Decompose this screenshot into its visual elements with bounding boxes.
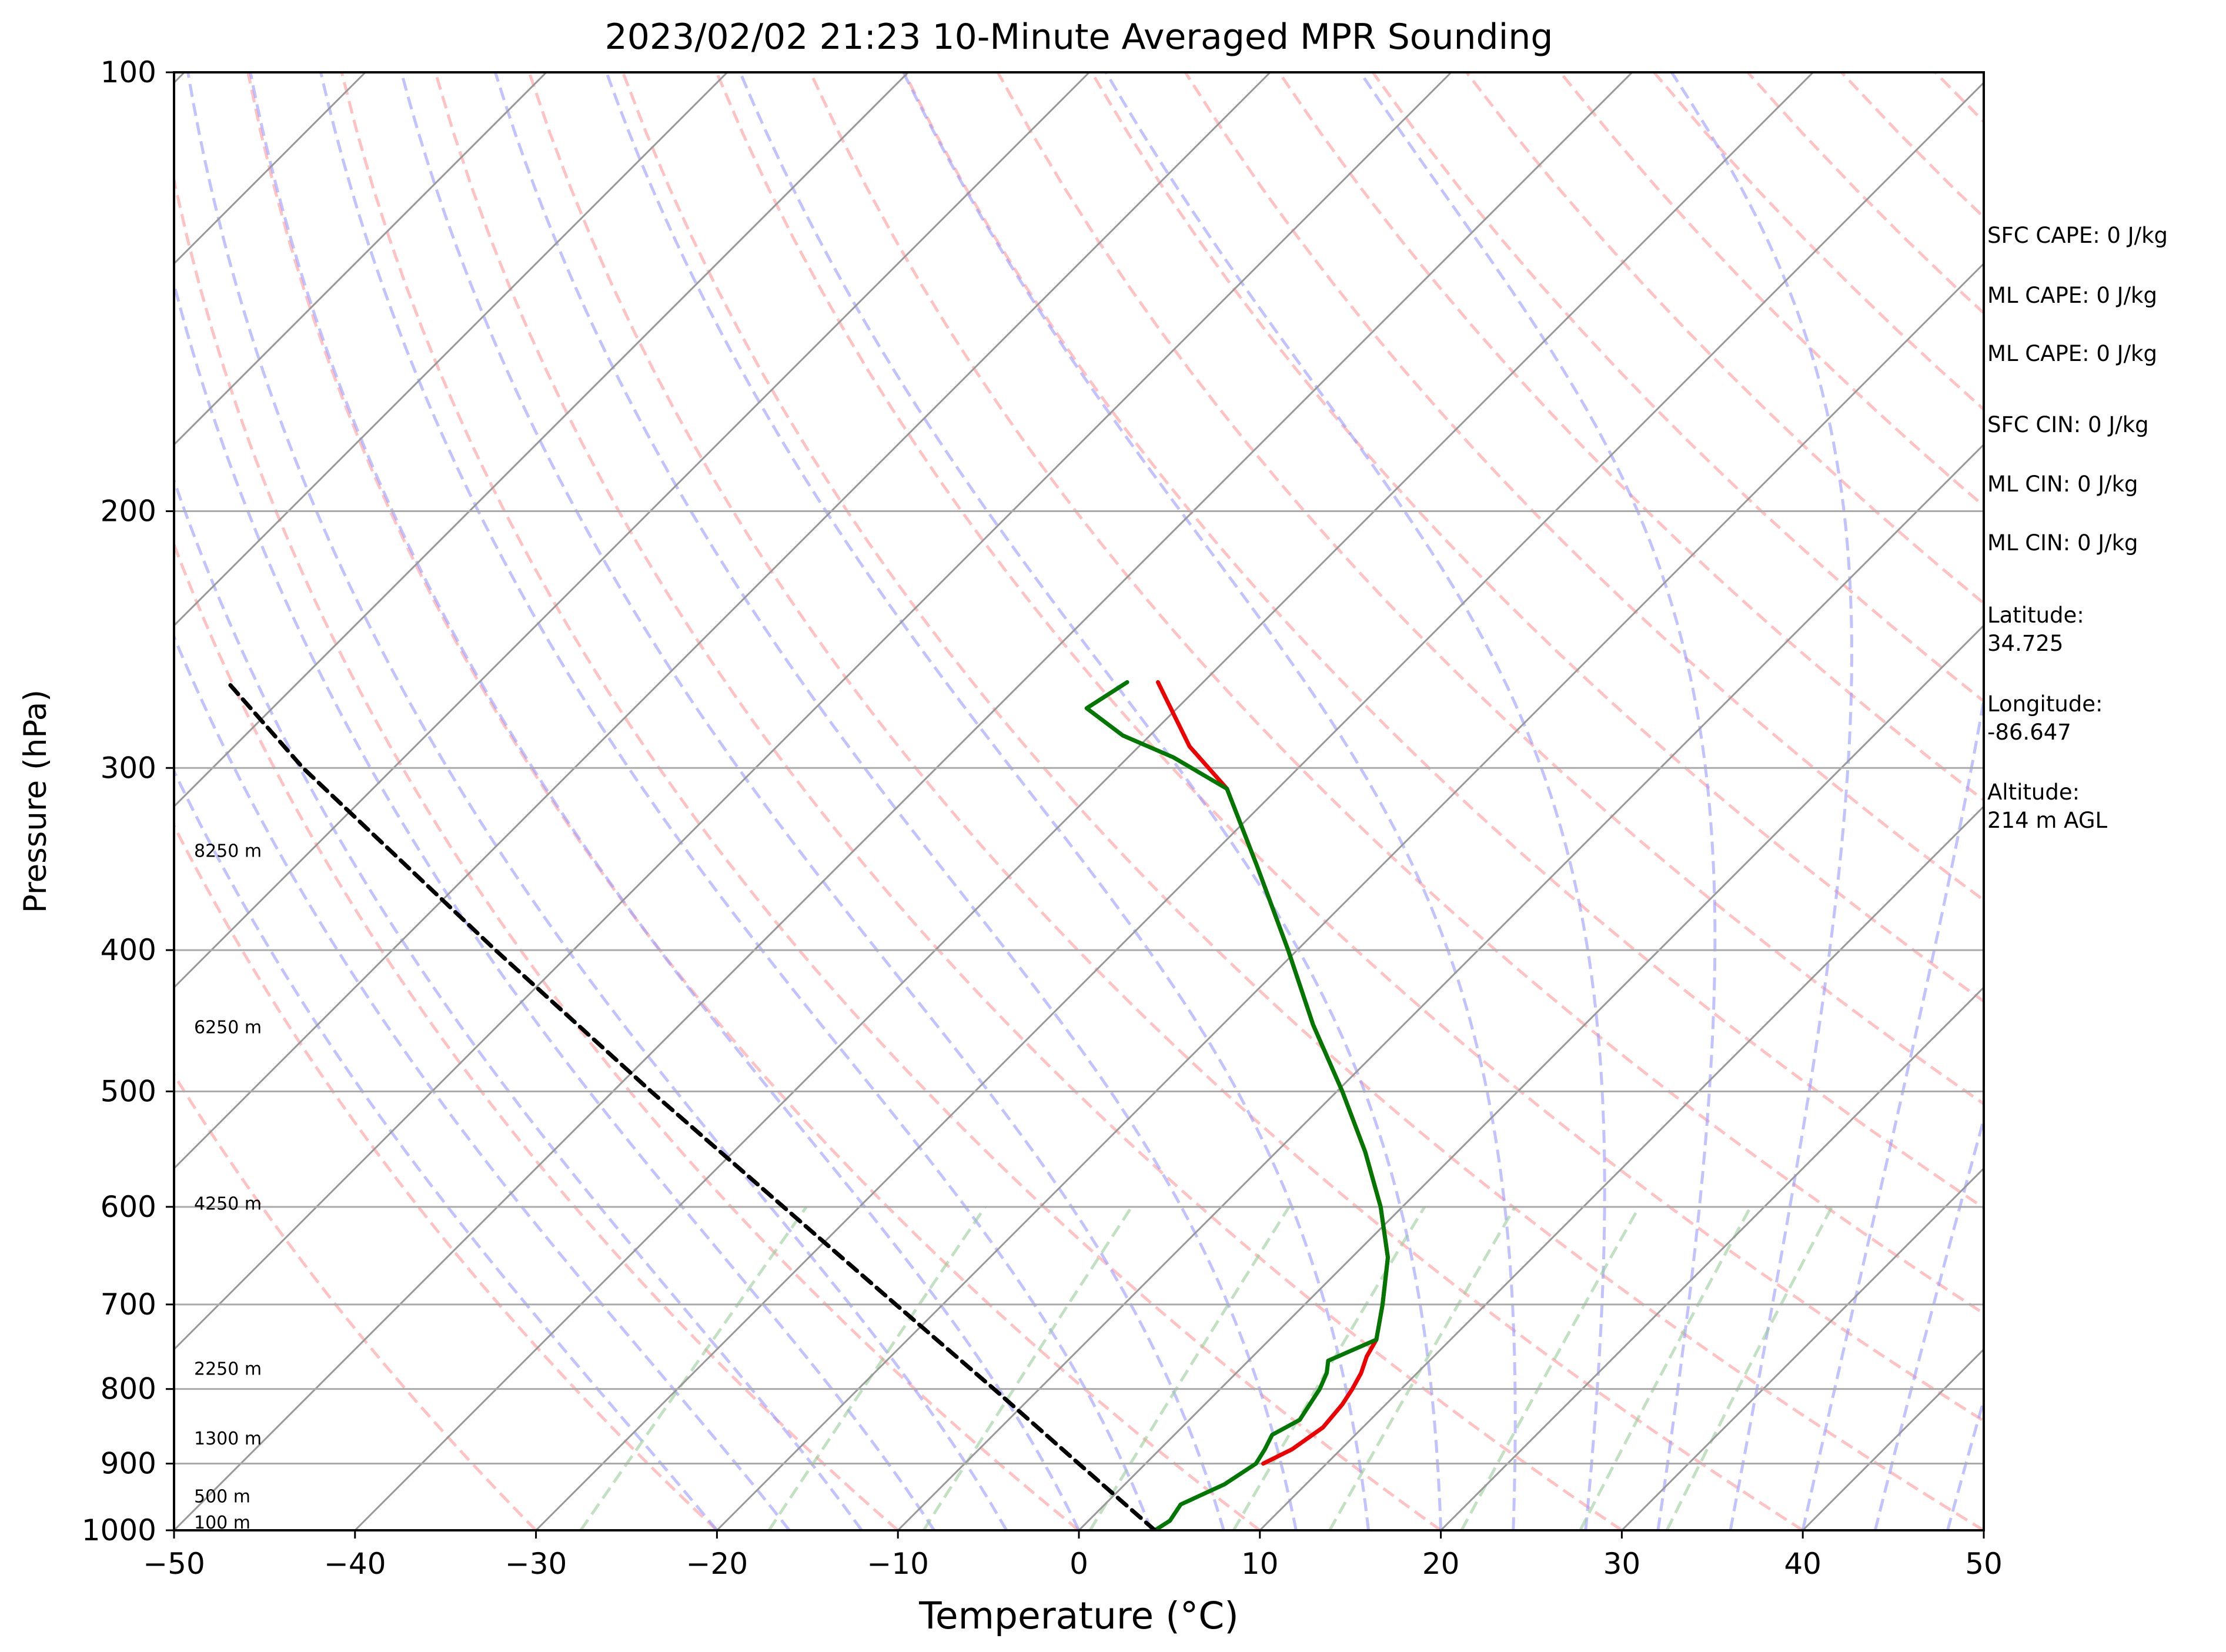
- y-axis-label: Pressure (hPa): [18, 690, 54, 913]
- dry-adiabat-line: [174, 822, 718, 1530]
- x-tick-label: 0: [1069, 1547, 1088, 1581]
- x-tick-label: 20: [1422, 1547, 1460, 1581]
- y-tick-label: 600: [101, 1190, 156, 1224]
- x-tick-label: −10: [867, 1547, 929, 1581]
- dewpoint-profile-line: [1084, 680, 1390, 1530]
- moist-adiabat-line: [494, 72, 1298, 1530]
- isotherm-line: [174, 72, 909, 808]
- moist-adiabat-line: [1946, 1394, 1984, 1530]
- mixing-ratio-line: [579, 1206, 808, 1530]
- y-tick-label: 1000: [82, 1513, 156, 1547]
- isotherm-line: [897, 443, 1984, 1530]
- x-tick-label: −40: [324, 1547, 386, 1581]
- sfc-cape-text: SFC CAPE: 0 J/kg: [1987, 223, 2168, 248]
- latitude-text: Latitude: 34.725: [1987, 603, 2084, 656]
- x-tick-label: −20: [686, 1547, 748, 1581]
- height-label: 4250 m: [194, 1193, 262, 1214]
- y-axis: 100 200 300 400 500 600 700 800 900 1000: [82, 55, 174, 1547]
- isotherm-line: [174, 72, 547, 446]
- y-tick-label: 800: [101, 1372, 156, 1406]
- y-tick-label: 100: [101, 55, 156, 89]
- moist-adiabat-line: [1104, 72, 1606, 1530]
- height-label: 2250 m: [194, 1359, 262, 1379]
- y-tick-label: 900: [101, 1447, 156, 1481]
- dry-adiabat-line: [1090, 72, 1984, 1004]
- sounding-profiles: [225, 680, 1390, 1530]
- height-label: 500 m: [194, 1486, 250, 1507]
- moist-adiabat-line: [1801, 691, 1984, 1530]
- dry-adiabat-line: [1278, 72, 1984, 802]
- moist-adiabat-line: [174, 768, 718, 1530]
- altitude-text: Altitude: 214 m AGL: [1987, 780, 2108, 833]
- chart-title: 2023/02/02 21:23 10-Minute Averaged MPR …: [605, 16, 1553, 58]
- ml-cape-text: ML CAPE: 0 J/kg: [1987, 283, 2157, 308]
- x-tick-label: 10: [1241, 1547, 1279, 1581]
- dry-adiabat-line: [903, 72, 1984, 1210]
- dry-adiabat-line: [174, 540, 899, 1530]
- height-label: 8250 m: [194, 841, 262, 861]
- height-label: 1300 m: [194, 1429, 262, 1449]
- y-tick-label: 700: [101, 1288, 156, 1322]
- sfc-cin-text: SFC CIN: 0 J/kg: [1987, 412, 2149, 437]
- ml-cin-text-2: ML CIN: 0 J/kg: [1987, 530, 2138, 556]
- dry-adiabat-line: [174, 172, 1080, 1530]
- isotherm-line: [1259, 805, 1984, 1530]
- isotherm-line: [1621, 1167, 1984, 1530]
- y-tick-label: 200: [101, 494, 156, 529]
- isotherm-line: [716, 262, 1984, 1530]
- dry-adiabat-line: [434, 72, 1623, 1530]
- isotherm-line: [535, 81, 1984, 1530]
- moist-adiabat-line: [1670, 72, 1854, 1530]
- height-label: 6250 m: [194, 1018, 262, 1038]
- dry-adiabat-line: [340, 72, 1442, 1530]
- isotherm-line: [1440, 986, 1984, 1530]
- x-tick-label: 50: [1965, 1547, 2003, 1581]
- moist-adiabat-line: [249, 72, 1081, 1530]
- isotherm-line: [174, 72, 1271, 1170]
- moist-adiabat-line: [400, 72, 1225, 1530]
- moist-adiabat-line: [1359, 72, 1717, 1530]
- ml-cin-text: ML CIN: 0 J/kg: [1987, 471, 2138, 497]
- ml-cape-text-2: ML CAPE: 0 J/kg: [1987, 341, 2157, 366]
- dry-adiabat-line: [621, 72, 1984, 1530]
- isotherm-line: [174, 72, 1452, 1351]
- x-tick-label: −30: [505, 1547, 567, 1581]
- x-axis-label: Temperature (°C): [918, 1594, 1239, 1637]
- x-tick-label: −50: [143, 1547, 205, 1581]
- dry-adiabat-line: [174, 1072, 537, 1530]
- x-tick-label: 40: [1784, 1547, 1821, 1581]
- dry-adiabat-line: [527, 72, 1804, 1530]
- isotherm-line: [354, 72, 1814, 1530]
- isotherm-line: [174, 72, 1090, 989]
- dry-adiabat-line: [246, 72, 1261, 1530]
- moist-adiabat-line: [738, 72, 1443, 1530]
- y-tick-label: 400: [101, 933, 156, 967]
- moist-adiabat-line: [186, 72, 1008, 1530]
- moist-adiabat-line: [174, 278, 935, 1530]
- dry-adiabat-line: [1184, 72, 1984, 902]
- parcel-profile-line: [225, 680, 1157, 1530]
- isotherm-line: [174, 72, 728, 627]
- moist-adiabat-line: [174, 476, 863, 1530]
- moist-adiabat-line: [1873, 1113, 1984, 1530]
- y-tick-label: 300: [101, 751, 156, 785]
- dry-adiabat-line: [715, 72, 1984, 1423]
- isotherm-line: [1078, 624, 1984, 1530]
- y-tick-label: 500: [101, 1074, 156, 1108]
- moist-adiabat-line: [605, 72, 1370, 1530]
- x-tick-label: 30: [1603, 1547, 1641, 1581]
- dry-adiabat-line: [809, 72, 1984, 1316]
- longitude-text: Longitude: -86.647: [1987, 691, 2103, 745]
- isotherm-line: [174, 72, 1633, 1530]
- moist-adiabat-line: [902, 72, 1517, 1530]
- background-reference-lines: [174, 72, 1984, 1530]
- dry-adiabat-line: [1371, 72, 1984, 703]
- x-axis: −50 −40 −30 −20 −10 0 10 20 30 40 50: [143, 1530, 2003, 1581]
- moist-adiabat-line: [174, 633, 791, 1530]
